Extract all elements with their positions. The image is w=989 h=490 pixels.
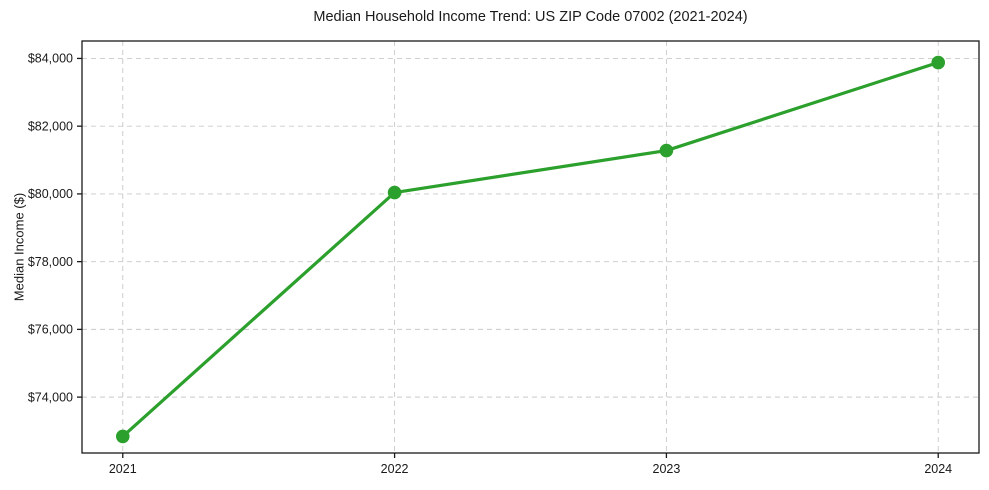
data-point-marker [387,185,402,200]
y-tick-label: $82,000 [28,119,73,133]
data-point-marker [115,429,130,444]
y-tick-label: $84,000 [28,52,73,66]
x-tick-label: 2022 [381,462,409,476]
y-tick-label: $80,000 [28,187,73,201]
x-tick-label: 2021 [109,462,137,476]
y-tick-label: $78,000 [28,255,73,269]
x-tick-label: 2024 [924,462,952,476]
y-tick-label: $74,000 [28,390,73,404]
data-point-marker [931,55,946,70]
data-point-marker [659,143,674,158]
x-tick-label: 2023 [653,462,681,476]
y-tick-label: $76,000 [28,323,73,337]
chart-title: Median Household Income Trend: US ZIP Co… [313,9,748,25]
trend-line [121,60,940,439]
plot-border [81,40,980,454]
